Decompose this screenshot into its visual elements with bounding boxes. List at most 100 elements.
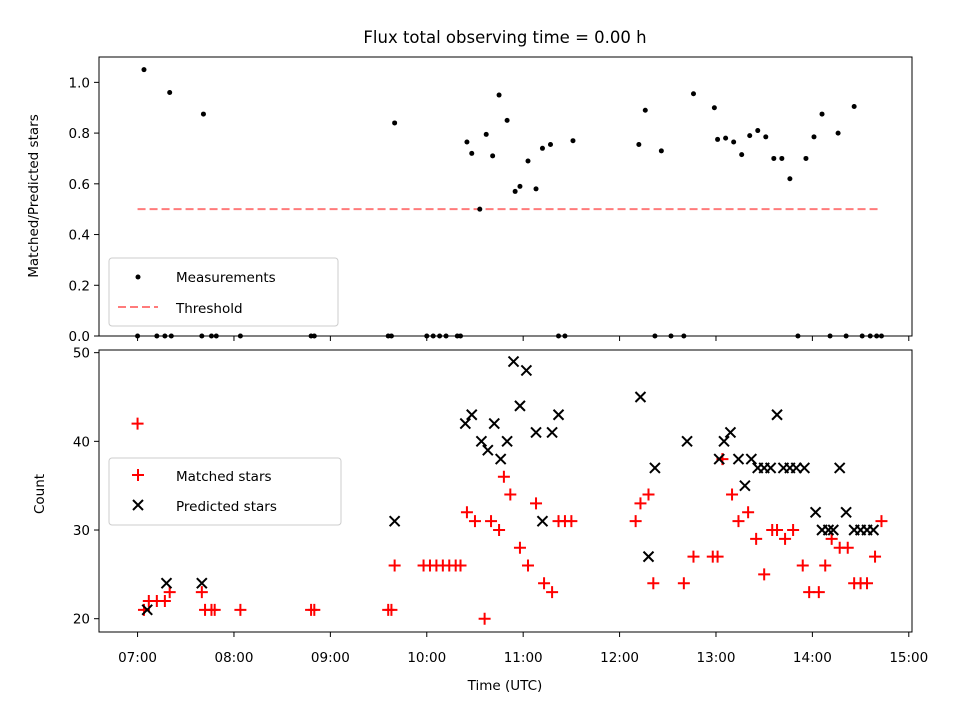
measurement-point: [795, 333, 801, 339]
measurement-point: [311, 333, 317, 339]
predicted-star-point: [488, 417, 500, 430]
matched-star-point: [308, 603, 321, 616]
legend-matched-marker: [132, 469, 144, 481]
predicted-star-point: [196, 577, 208, 589]
measurement-point: [827, 333, 833, 339]
top-y-tick-label: 0.6: [69, 177, 90, 193]
predicted-star-point: [867, 524, 880, 536]
predicted-star-point: [459, 417, 472, 430]
matched-star-point: [158, 594, 171, 607]
predicted-star-point: [798, 462, 811, 474]
measurement-point: [843, 333, 849, 339]
top-y-tick-label: 0.8: [69, 126, 90, 142]
predicted-star-point: [724, 426, 737, 439]
predicted-star-point: [530, 426, 542, 439]
measurement-point: [668, 333, 674, 339]
top-y-tick-label: 0.0: [69, 329, 90, 345]
legend-predicted-label: Predicted stars: [176, 499, 277, 515]
bottom-x-tick-label: 09:00: [311, 650, 350, 666]
legend-measurements-label: Measurements: [176, 270, 276, 286]
matched-star-point: [779, 532, 792, 545]
matched-stars-points: [131, 417, 888, 625]
legend-threshold-label: Threshold: [175, 301, 243, 317]
bottom-x-tick-label: 13:00: [697, 650, 736, 666]
top-legend-box: [108, 257, 339, 327]
matched-star-point: [538, 577, 551, 590]
x-axis-label: Time (UTC): [467, 678, 543, 694]
measurement-point: [168, 333, 174, 339]
matched-star-point: [732, 515, 745, 528]
matched-star-point: [677, 577, 690, 590]
predicted-star-point: [475, 435, 488, 448]
matched-star-point: [504, 488, 517, 501]
predicted-star-point: [833, 462, 846, 474]
measurement-point: [496, 92, 502, 98]
measurement-point: [208, 333, 214, 339]
bottom-panel: 20 30 40 50 07:00 08:00 09:00 10:00 11:00 12:00 1…: [32, 346, 928, 694]
matched-star-point: [841, 541, 854, 554]
matched-star-point: [711, 550, 724, 563]
matched-star-point: [796, 559, 809, 572]
measurement-point: [539, 145, 545, 151]
matched-star-point: [687, 550, 700, 563]
top-y-tick-label: 0.2: [69, 278, 90, 294]
measurement-point: [533, 186, 539, 192]
measurement-point: [867, 333, 873, 339]
matched-star-point: [493, 524, 506, 537]
measurement-point: [723, 135, 729, 141]
predicted-star-point: [634, 391, 647, 403]
measurement-point: [458, 333, 464, 339]
bottom-x-tick-label: 07:00: [118, 650, 157, 666]
measurement-point: [642, 107, 648, 113]
measurement-point: [477, 206, 483, 212]
matched-star-point: [485, 515, 498, 528]
matched-star-point: [478, 612, 491, 625]
bottom-y-axis-label: Count: [32, 474, 48, 514]
measurement-point: [199, 333, 205, 339]
measurement-point: [556, 333, 562, 339]
top-legend: Measurements Threshold: [108, 257, 339, 327]
matched-star-point: [388, 559, 401, 572]
matched-star-point: [812, 586, 825, 599]
measurement-point: [437, 333, 443, 339]
measurement-point: [237, 333, 243, 339]
predicted-star-point: [739, 479, 751, 492]
measurement-point: [711, 105, 717, 111]
top-y-tick-label: 0.4: [69, 228, 90, 244]
matched-star-point: [468, 515, 481, 528]
predicted-star-point: [642, 550, 655, 563]
measurement-point: [859, 333, 865, 339]
matched-star-point: [460, 506, 473, 519]
top-y-axis-label: Matched/Predicted stars: [26, 114, 42, 277]
measurement-point: [517, 183, 523, 189]
bottom-y-tick-label: 30: [73, 523, 90, 539]
predicted-star-point: [681, 435, 693, 448]
measurement-point: [570, 138, 576, 144]
predicted-star-point: [764, 462, 777, 474]
top-x-ticks: [137, 336, 910, 341]
measurement-point: [483, 131, 489, 137]
matched-star-point: [513, 541, 526, 554]
predicted-star-point: [822, 524, 835, 536]
measurement-point: [715, 136, 721, 142]
top-plot-frame: [98, 56, 913, 337]
measurement-points: [135, 67, 884, 339]
matched-star-point: [629, 515, 642, 528]
measurement-point: [490, 153, 496, 159]
predicted-star-point: [494, 453, 507, 465]
predicted-star-point: [466, 409, 478, 421]
matched-star-point: [819, 559, 832, 572]
predicted-star-point: [501, 435, 513, 448]
top-panel: 0.0 0.2 0.4 0.6 0.8 1.0 Matched/Predicted sta…: [26, 56, 913, 345]
matched-star-point: [869, 550, 882, 563]
measurement-point: [392, 120, 398, 126]
predicted-star-point: [552, 409, 565, 421]
matched-star-point: [787, 524, 800, 537]
predicted-star-point: [771, 409, 783, 421]
predicted-star-point: [482, 444, 494, 456]
matched-star-point: [163, 586, 176, 599]
measurement-point: [547, 142, 553, 148]
measurement-point: [562, 333, 568, 339]
predicted-star-point: [507, 355, 520, 368]
matched-star-point: [647, 577, 660, 590]
